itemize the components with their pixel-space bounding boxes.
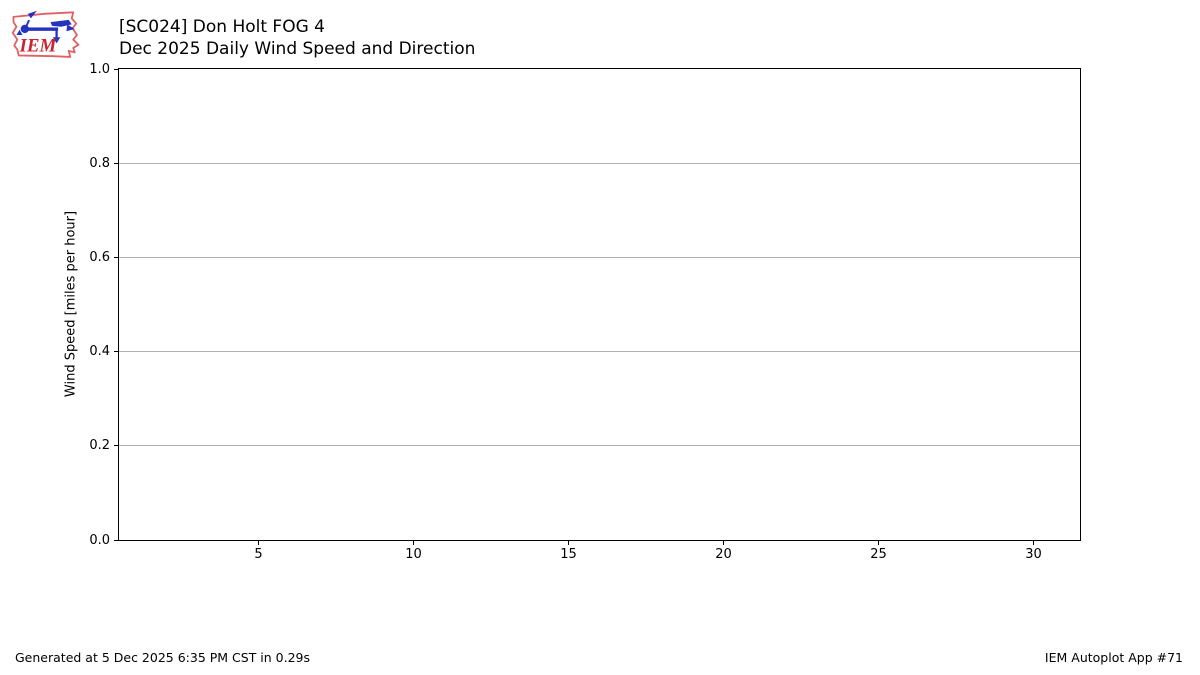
chart-title: [SC024] Don Holt FOG 4 bbox=[119, 17, 325, 37]
y-tick-mark bbox=[114, 445, 119, 447]
chart-subtitle: Dec 2025 Daily Wind Speed and Direction bbox=[119, 39, 476, 59]
y-tick-label: 0.2 bbox=[89, 438, 110, 454]
y-gridline bbox=[119, 351, 1080, 353]
y-tick-label: 1.0 bbox=[89, 61, 110, 77]
y-tick-label: 0.6 bbox=[89, 249, 110, 265]
plot-area: 0.0 0.2 0.4 0.6 0.8 1.0 5 10 15 20 25 30 bbox=[89, 62, 1081, 562]
x-tick-mark bbox=[1033, 540, 1034, 545]
x-tick-mark bbox=[878, 540, 879, 545]
iem-logo-text: IEM bbox=[19, 36, 58, 57]
x-tick-label: 5 bbox=[254, 547, 263, 562]
y-tick-mark bbox=[114, 351, 119, 353]
y-tick-mark bbox=[114, 539, 119, 541]
wind-vane-icon bbox=[16, 10, 75, 44]
y-tick-label: 0.4 bbox=[89, 344, 110, 360]
y-tick-label: 0.8 bbox=[89, 155, 110, 171]
x-tick-mark bbox=[258, 540, 259, 545]
x-tick-label: 25 bbox=[870, 547, 887, 562]
y-tick-mark bbox=[114, 162, 119, 164]
x-tick-mark bbox=[413, 540, 414, 545]
x-tick-mark bbox=[723, 540, 724, 545]
y-tick-mark bbox=[114, 68, 119, 70]
x-tick-label: 20 bbox=[715, 547, 732, 562]
x-tick-label: 10 bbox=[405, 547, 422, 562]
y-gridline bbox=[119, 162, 1080, 164]
title-block: [SC024] Don Holt FOG 4 Dec 2025 Daily Wi… bbox=[119, 16, 475, 60]
x-tick-mark bbox=[568, 540, 569, 545]
y-axis-label: Wind Speed [miles per hour] bbox=[63, 210, 79, 398]
x-tick-label: 15 bbox=[560, 547, 577, 562]
y-gridline bbox=[119, 445, 1080, 447]
y-tick-mark bbox=[114, 256, 119, 258]
iem-logo: IEM bbox=[11, 10, 80, 58]
footer-generated-text: Generated at 5 Dec 2025 6:35 PM CST in 0… bbox=[15, 650, 311, 665]
y-gridline bbox=[119, 256, 1080, 258]
y-tick-label: 0.0 bbox=[89, 532, 110, 548]
footer-app-text: IEM Autoplot App #71 bbox=[1044, 650, 1183, 665]
x-tick-label: 30 bbox=[1025, 547, 1042, 562]
